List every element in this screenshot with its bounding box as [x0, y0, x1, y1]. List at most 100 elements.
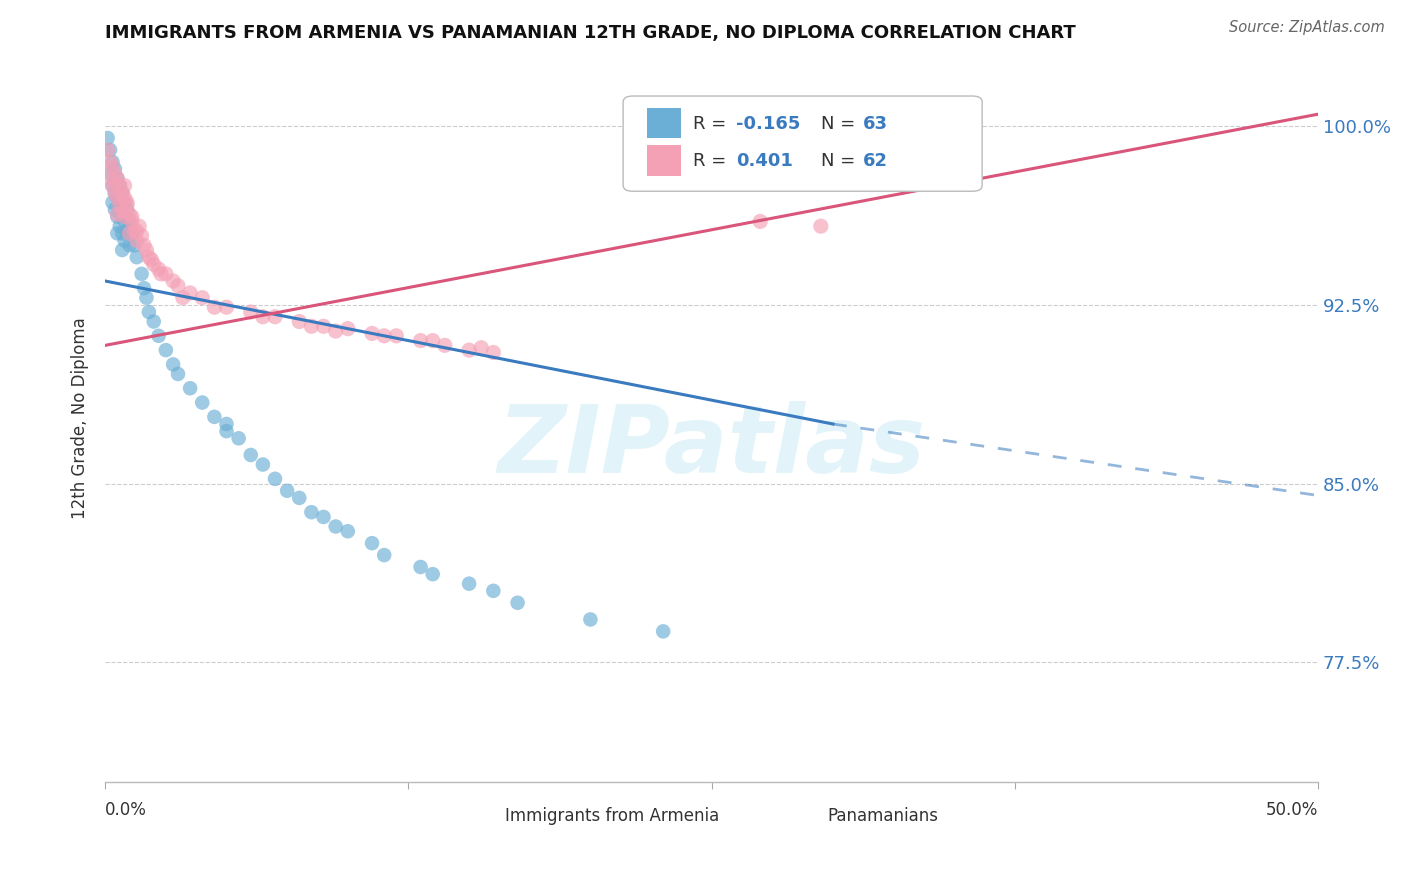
Point: [579, 612, 602, 626]
Point: [111, 186, 134, 200]
Text: N =: N =: [821, 153, 860, 170]
Point: [104, 202, 127, 217]
Point: [104, 161, 127, 176]
Text: R =: R =: [693, 115, 733, 133]
Point: [128, 219, 150, 234]
Point: [115, 202, 138, 217]
Point: [155, 343, 177, 358]
Point: [118, 207, 141, 221]
Point: [108, 178, 131, 193]
Text: 0.0%: 0.0%: [105, 801, 148, 819]
Text: IMMIGRANTS FROM ARMENIA VS PANAMANIAN 12TH GRADE, NO DIPLOMA CORRELATION CHART: IMMIGRANTS FROM ARMENIA VS PANAMANIAN 12…: [105, 24, 1076, 42]
Point: [470, 341, 492, 355]
Point: [299, 319, 322, 334]
Point: [124, 224, 146, 238]
Text: 63: 63: [863, 115, 889, 133]
Point: [336, 524, 359, 539]
Point: [105, 171, 128, 186]
Point: [276, 483, 298, 498]
Point: [111, 186, 134, 200]
Point: [101, 178, 124, 193]
Point: [202, 409, 225, 424]
Point: [105, 227, 128, 241]
Point: [252, 310, 274, 324]
FancyBboxPatch shape: [790, 805, 815, 829]
Point: [105, 191, 128, 205]
Text: Immigrants from Armenia: Immigrants from Armenia: [506, 807, 720, 825]
Point: [373, 328, 395, 343]
Point: [138, 250, 160, 264]
Point: [118, 227, 141, 241]
Point: [288, 491, 311, 505]
Point: [111, 243, 134, 257]
Point: [312, 319, 335, 334]
Point: [115, 198, 138, 212]
Point: [142, 314, 165, 328]
Point: [482, 345, 505, 359]
Point: [361, 536, 384, 550]
Point: [162, 274, 184, 288]
Point: [215, 300, 238, 314]
Point: [115, 195, 138, 210]
Point: [264, 310, 287, 324]
Point: [458, 343, 481, 358]
Point: [114, 178, 136, 193]
Point: [114, 214, 136, 228]
Point: [105, 191, 128, 205]
Point: [373, 548, 395, 562]
Point: [131, 267, 153, 281]
Point: [167, 278, 190, 293]
Point: [108, 219, 131, 234]
Point: [155, 267, 177, 281]
Point: [215, 417, 238, 431]
Point: [104, 186, 127, 200]
Point: [202, 300, 225, 314]
Point: [108, 178, 131, 193]
Point: [422, 567, 444, 582]
Point: [125, 250, 148, 264]
Point: [114, 191, 136, 205]
Text: N =: N =: [821, 115, 860, 133]
Point: [115, 224, 138, 238]
Point: [105, 171, 128, 186]
FancyBboxPatch shape: [647, 145, 682, 176]
Point: [105, 210, 128, 224]
Point: [252, 458, 274, 472]
Point: [506, 596, 529, 610]
Point: [125, 234, 148, 248]
Point: [111, 227, 134, 241]
Point: [179, 381, 201, 395]
Point: [325, 324, 347, 338]
Text: 0.401: 0.401: [735, 153, 793, 170]
Point: [108, 198, 131, 212]
Point: [101, 154, 124, 169]
Y-axis label: 12th Grade, No Diploma: 12th Grade, No Diploma: [72, 318, 89, 519]
Point: [215, 424, 238, 438]
Text: 62: 62: [863, 153, 889, 170]
Point: [433, 338, 456, 352]
Point: [101, 195, 124, 210]
Point: [162, 358, 184, 372]
Point: [458, 576, 481, 591]
Point: [121, 227, 143, 241]
Text: ZIPatlas: ZIPatlas: [498, 401, 925, 493]
Point: [409, 334, 432, 348]
Point: [111, 205, 134, 219]
Point: [482, 583, 505, 598]
Point: [121, 214, 143, 228]
Point: [179, 285, 201, 300]
Point: [97, 143, 120, 157]
Point: [104, 167, 127, 181]
FancyBboxPatch shape: [623, 96, 983, 191]
Point: [114, 234, 136, 248]
Point: [101, 178, 124, 193]
Point: [299, 505, 322, 519]
Point: [121, 210, 143, 224]
Point: [135, 243, 157, 257]
Point: [105, 207, 128, 221]
Point: [228, 431, 250, 445]
Point: [114, 195, 136, 210]
Point: [361, 326, 384, 341]
Point: [98, 167, 121, 181]
Point: [409, 560, 432, 574]
